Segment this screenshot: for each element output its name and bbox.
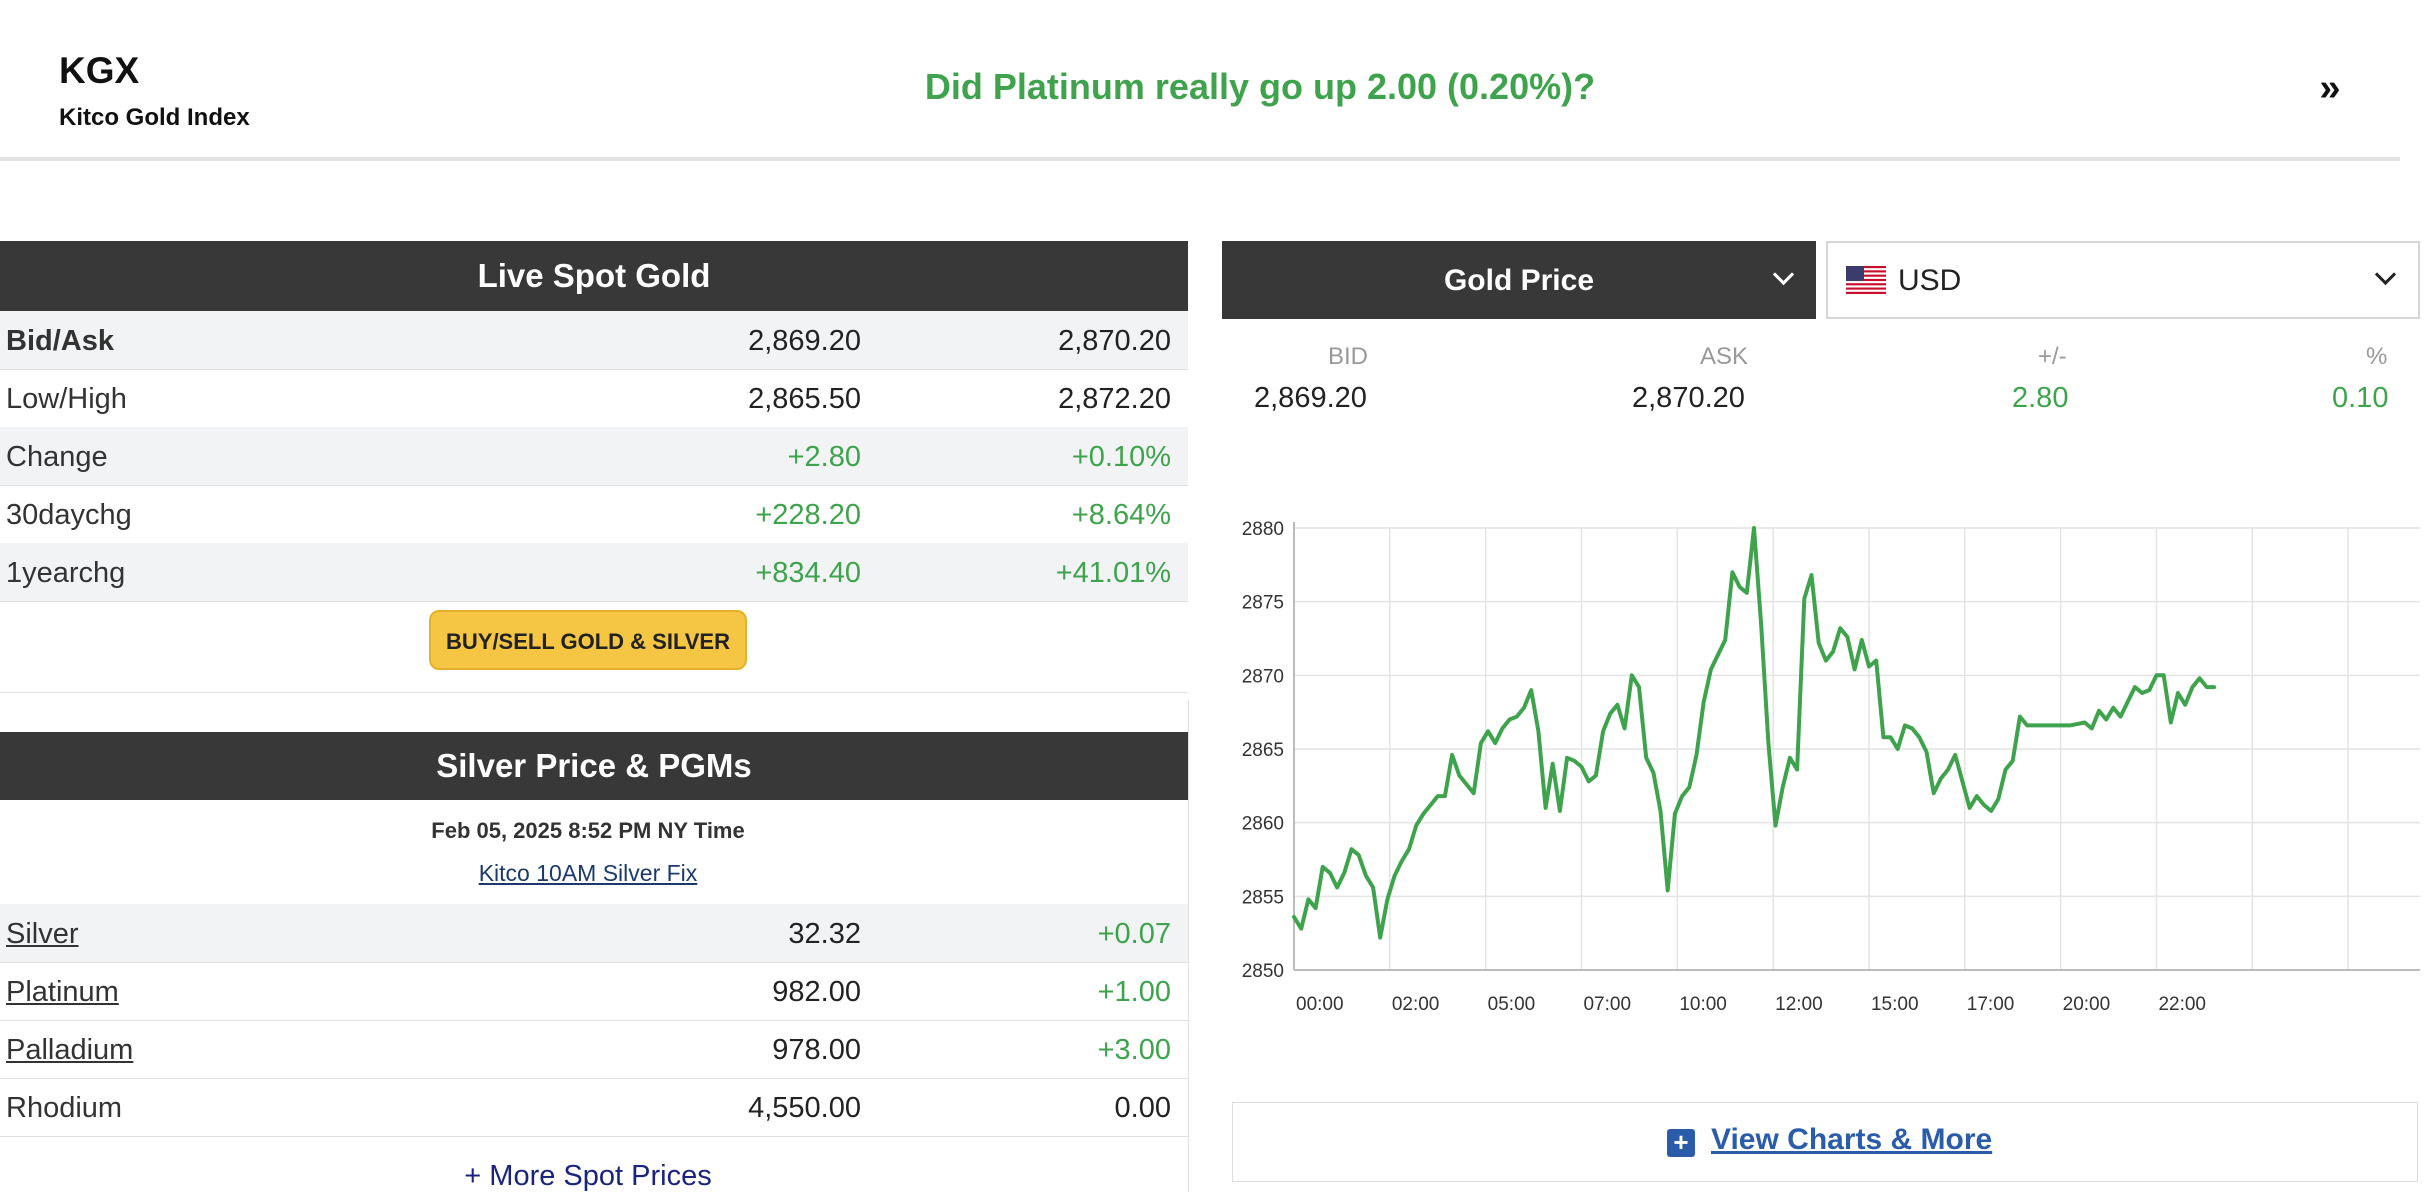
x-tick-label: 15:00 [1871,994,1919,1015]
x-tick-label: 07:00 [1583,994,1631,1015]
row-label: Change [6,441,108,473]
rhodium-price: 4,550.00 [748,1092,861,1124]
table-row: Rhodium 4,550.00 0.00 [0,1078,1188,1137]
silver-fix-link[interactable]: Kitco 10AM Silver Fix [478,860,698,886]
y-tick-label: 2860 [1242,814,1284,835]
divider [0,692,1188,693]
silver-price: 32.32 [788,918,861,950]
y-tick-label: 2880 [1242,519,1284,540]
silver-pgms-title: Silver Price & PGMs [0,732,1188,800]
x-tick-label: 20:00 [2063,994,2111,1015]
table-row: Silver 32.32 +0.07 [0,904,1188,963]
divider [1188,700,1189,1192]
platinum-price: 982.00 [772,976,861,1008]
row-label: Low/High [6,383,127,415]
metal-selector-dropdown[interactable]: Gold Price [1222,241,1816,319]
x-tick-label: 05:00 [1488,994,1536,1015]
top-bar: KGX Kitco Gold Index Did Platinum really… [0,0,2400,161]
pct-value: 0.10 [2332,382,2389,414]
more-spot-prices-link[interactable]: + More Spot Prices [464,1160,712,1192]
rhodium-change: 0.00 [1114,1092,1171,1124]
row-label: 1yearchg [6,557,126,589]
bid-label: BID [1328,343,1369,370]
change-value: 2.80 [2012,382,2069,414]
change-value: +2.80 [787,441,861,473]
30day-pct: +8.64% [1071,499,1171,531]
table-row: Low/High 2,865.50 2,872.20 [0,369,1188,428]
silver-timestamp: Feb 05, 2025 8:52 PM NY Time [431,818,745,843]
table-row: 1yearchg +834.40 +41.01% [0,543,1188,602]
30day-change: +228.20 [755,499,861,531]
silver-change: +0.07 [1097,918,1171,950]
view-charts-link[interactable]: View Charts & More [1711,1123,1993,1156]
x-tick-label: 22:00 [2158,994,2206,1015]
view-charts-box[interactable]: + View Charts & More [1232,1102,2418,1182]
1year-change: +834.40 [755,557,861,589]
buy-sell-button[interactable]: BUY/SELL GOLD & SILVER [429,610,747,670]
table-row: Bid/Ask 2,869.20 2,870.20 [0,311,1188,370]
price-line [1292,526,2216,940]
change-pct: +0.10% [1071,441,1171,473]
y-tick-label: 2875 [1242,593,1284,614]
y-tick-label: 2855 [1242,887,1284,908]
low-value: 2,865.50 [748,383,861,415]
platinum-link[interactable]: Platinum [6,976,119,1008]
currency-selector-dropdown[interactable]: USD [1826,241,2420,319]
live-spot-gold-title: Live Spot Gold [0,241,1188,311]
metal-selector-label: Gold Price [1443,264,1595,297]
platinum-change: +1.00 [1097,976,1171,1008]
y-tick-label: 2870 [1242,666,1284,687]
ask-value: 2,870.20 [1058,325,1171,357]
y-tick-label: 2865 [1242,740,1284,761]
x-tick-label: 00:00 [1296,994,1344,1015]
x-tick-label: 17:00 [1967,994,2015,1015]
x-tick-label: 12:00 [1775,994,1823,1015]
palladium-price: 978.00 [772,1034,861,1066]
high-value: 2,872.20 [1058,383,1171,415]
table-row: 30daychg +228.20 +8.64% [0,485,1188,544]
rhodium-label: Rhodium [6,1092,123,1124]
x-tick-label: 10:00 [1679,994,1727,1015]
kgx-ticker[interactable]: KGX [59,50,140,91]
table-row: Palladium 978.00 +3.00 [0,1020,1188,1079]
headline[interactable]: Did Platinum really go up 2.00 (0.20%)? [924,66,1596,107]
plus-icon: + [1667,1129,1695,1157]
currency-label: USD [1898,264,1962,297]
x-tick-label: 02:00 [1392,994,1440,1015]
1year-pct: +41.01% [1055,557,1171,589]
us-flag-icon [1846,266,1886,294]
silver-link[interactable]: Silver [6,918,79,950]
row-label: Bid/Ask [6,325,114,357]
y-tick-label: 2850 [1242,961,1284,982]
kgx-name: Kitco Gold Index [59,104,250,131]
row-label: 30daychg [6,499,132,531]
double-chevron-right-icon[interactable]: » [2319,67,2341,109]
palladium-change: +3.00 [1097,1034,1171,1066]
table-row: Platinum 982.00 +1.00 [0,962,1188,1021]
pct-label: % [2366,343,2388,370]
palladium-link[interactable]: Palladium [6,1034,134,1066]
change-label: +/- [2038,343,2067,370]
bid-value: 2,869.20 [1254,382,1367,414]
table-row: Change +2.80 +0.10% [0,427,1188,486]
gold-price-chart[interactable]: 2850 2855 2860 2865 2870 2875 2880 00:00 02:00 05… [1220,500,2428,1040]
ask-value: 2,870.20 [1632,382,1745,414]
ask-label: ASK [1700,343,1749,370]
bid-value: 2,869.20 [748,325,861,357]
chevron-down-icon [2374,263,2397,286]
